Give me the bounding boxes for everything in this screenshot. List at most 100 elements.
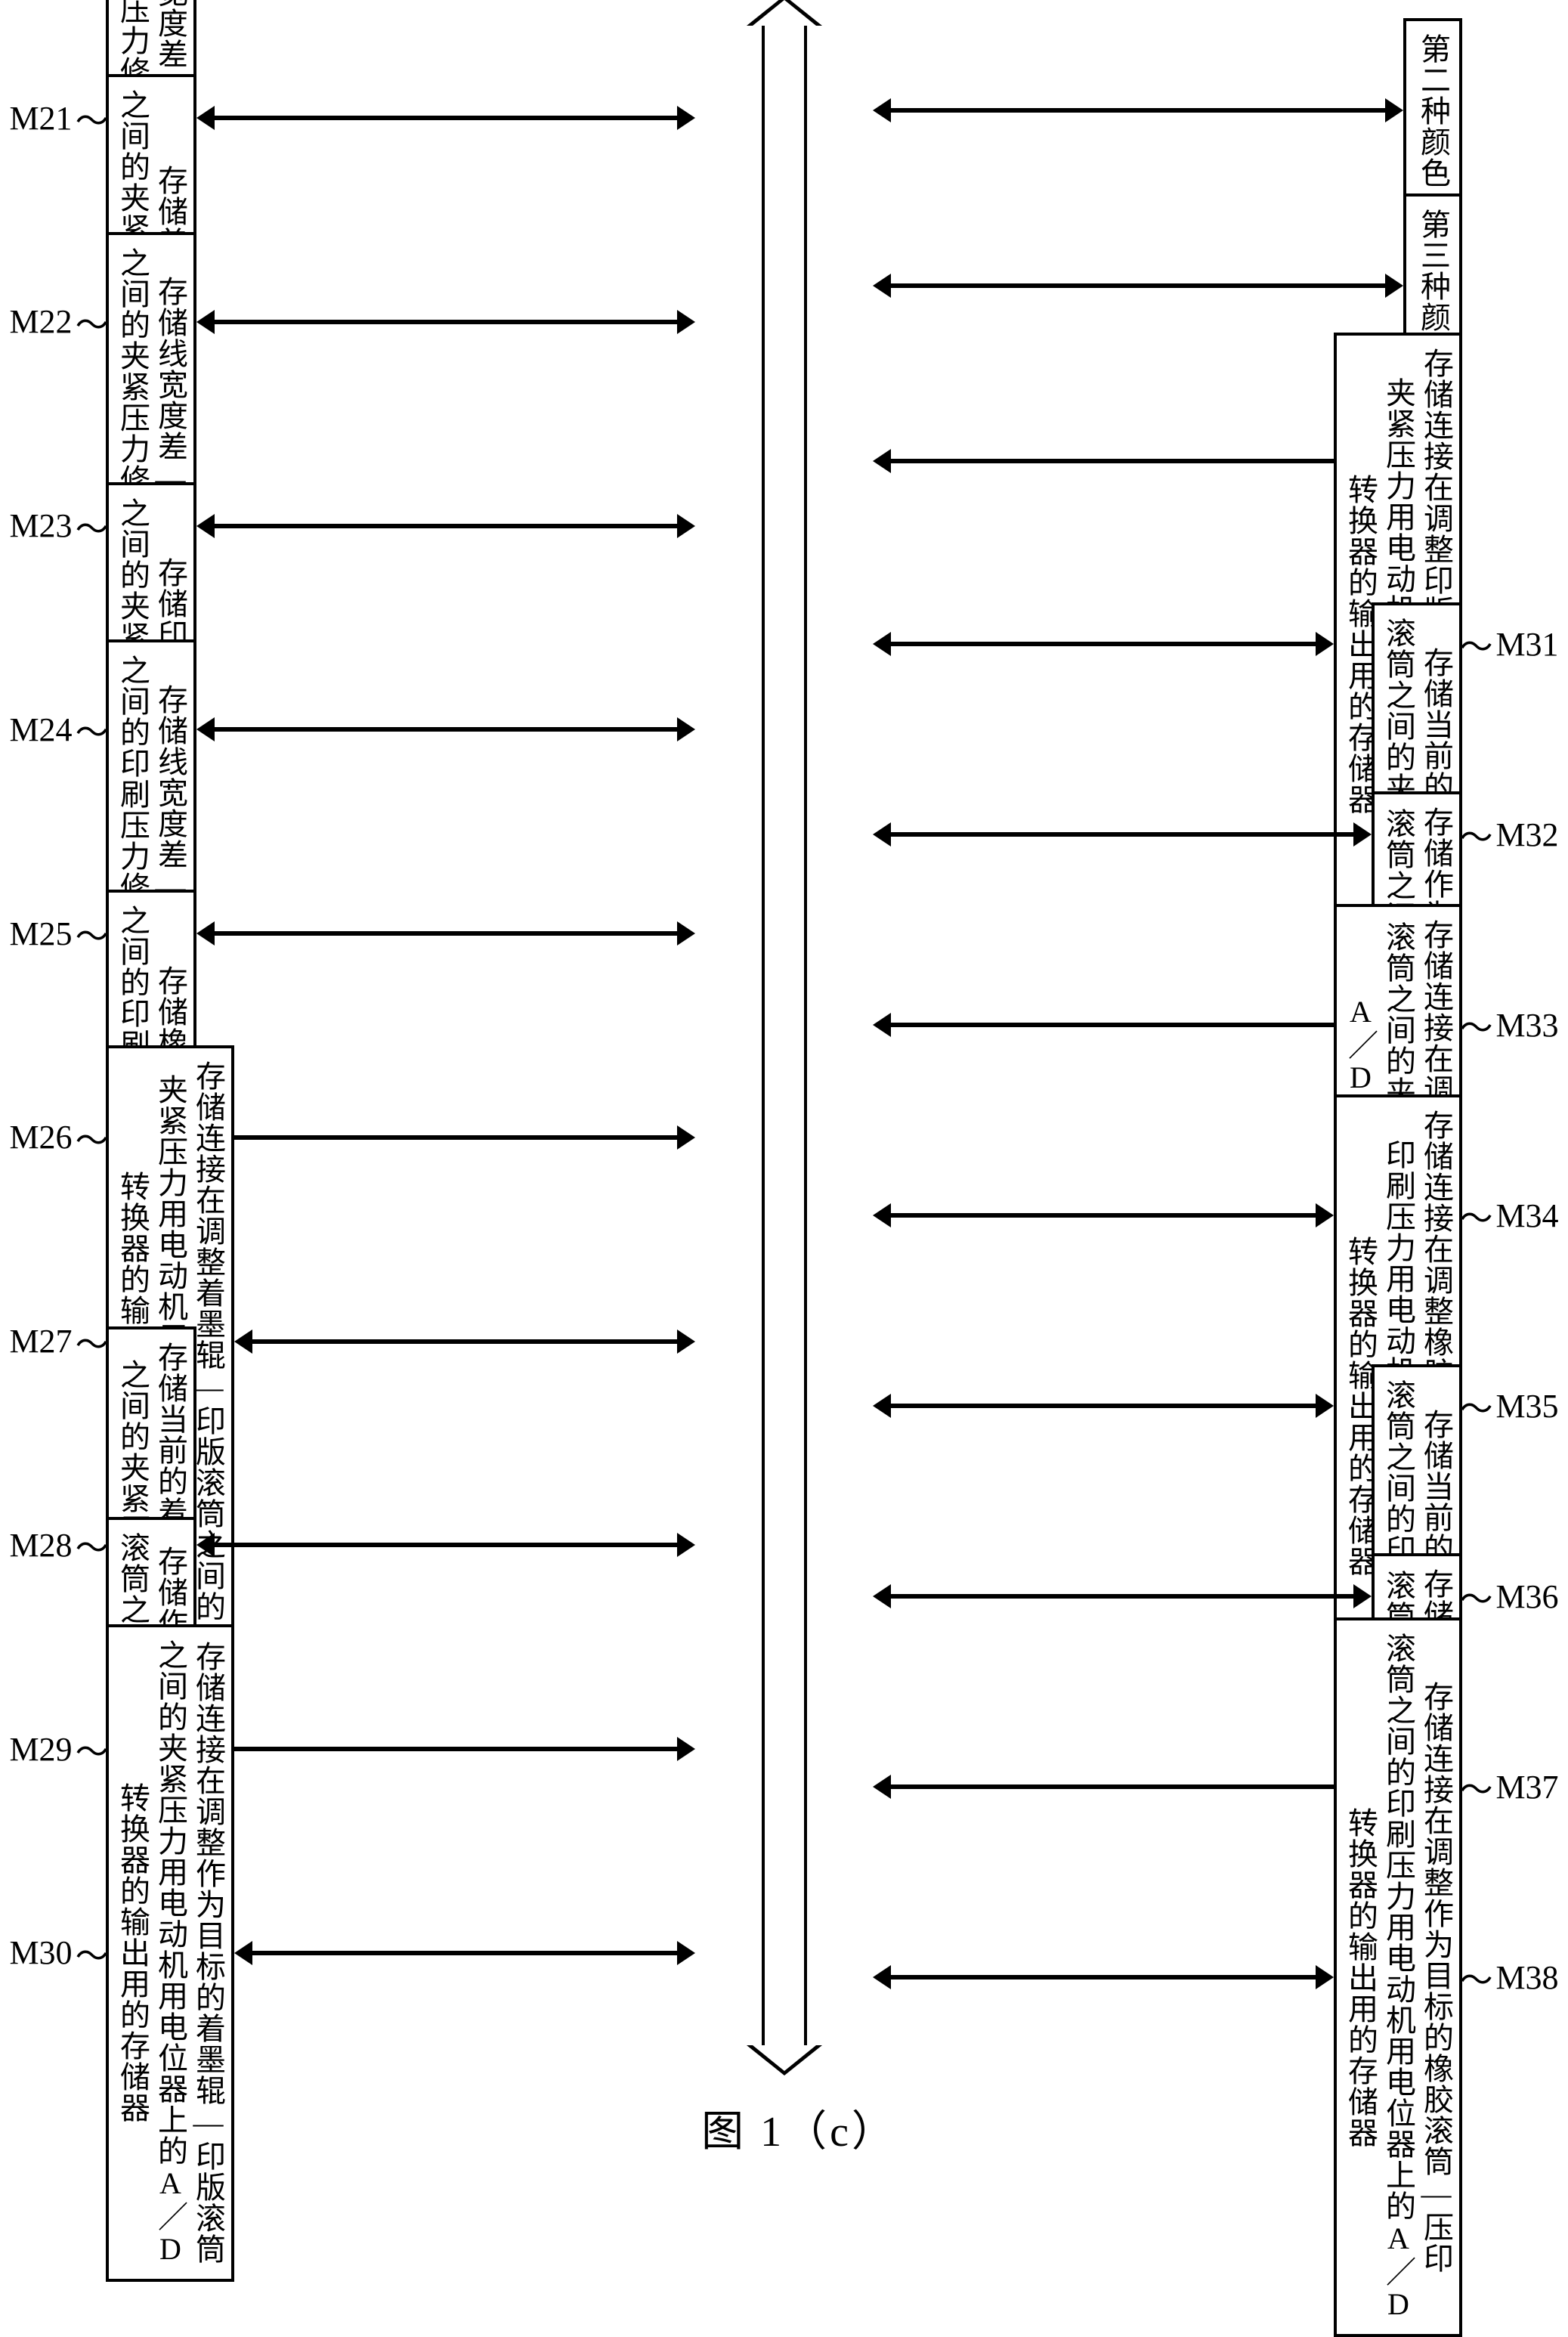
connector-shaft <box>891 1784 1353 1789</box>
reference-label: M22〜 <box>15 298 106 346</box>
reference-text: M25 <box>9 915 72 953</box>
connector-shaft <box>215 1135 677 1140</box>
memory-box: 第二种颜色 <box>1403 18 1462 203</box>
connector <box>873 107 1403 113</box>
reference-text: M31 <box>1495 625 1558 664</box>
connector-shaft <box>215 524 677 528</box>
tilde-icon: 〜 <box>1456 1953 1495 2001</box>
reference-text: M23 <box>9 506 72 545</box>
arrow-right-icon <box>677 1737 695 1761</box>
connector <box>873 1974 1334 1980</box>
memory-box: 存储连接在调整作为目标的着墨辊—印版滚筒 之间的夹紧压力用电动机用电位器上的A／… <box>106 1624 234 2282</box>
arrow-right-icon <box>677 1941 695 1965</box>
reference-text: M28 <box>9 1526 72 1565</box>
connector-shaft <box>215 931 677 936</box>
arrow-left-icon <box>873 1775 891 1799</box>
right-column: 第二种颜色第三种颜色第四种颜色存储连接在调整印版滚筒—橡胶滚筒之间的 夹紧压力用… <box>873 23 1553 2048</box>
connector <box>873 1022 1372 1028</box>
memory-box-text: 存储连接在调整作为目标的着墨辊—印版滚筒 之间的夹紧压力用电动机用电位器上的A／… <box>109 1627 231 2279</box>
connector-shaft <box>891 1023 1353 1027</box>
reference-label: M29〜 <box>15 1725 106 1773</box>
connector <box>873 1784 1372 1790</box>
arrow-left-icon <box>873 1965 891 1989</box>
reference-text: M26 <box>9 1118 72 1156</box>
connector <box>234 1950 695 1956</box>
arrow-right-icon <box>677 106 695 130</box>
connector <box>196 1542 695 1548</box>
connector-shaft <box>215 727 677 732</box>
arrow-right-icon <box>677 717 695 741</box>
reference-text: M27 <box>9 1322 72 1360</box>
connector <box>196 726 695 732</box>
connector-shaft <box>891 1975 1316 1979</box>
arrow-left-icon <box>196 1533 215 1557</box>
connector <box>234 1339 695 1345</box>
figure-page: M21〜存储线宽度差—着墨辊与印版滚筒 之间的夹紧压力修正量变换表用的存储器M2… <box>0 0 1568 2166</box>
bus-arrow-up-icon <box>747 0 822 26</box>
left-column: M21〜存储线宽度差—着墨辊与印版滚筒 之间的夹紧压力修正量变换表用的存储器M2… <box>15 23 695 2048</box>
reference-label: 〜M32 <box>1462 810 1553 859</box>
bus-arrow-down-icon <box>747 2045 822 2075</box>
reference-text: M24 <box>9 710 72 749</box>
reference-label: 〜M37 <box>1462 1763 1553 1811</box>
connector <box>196 1134 695 1141</box>
arrow-right-icon <box>1316 632 1334 656</box>
reference-text: M21 <box>9 99 72 138</box>
connector-shaft <box>891 108 1385 113</box>
connector-shaft <box>215 1747 677 1751</box>
connector-shaft <box>891 642 1316 646</box>
arrow-left-icon <box>234 1941 252 1965</box>
tilde-icon: 〜 <box>1456 1191 1495 1240</box>
connector <box>873 283 1403 289</box>
memory-box-text: 第二种颜色 <box>1409 21 1456 200</box>
arrow-right-icon <box>1316 1394 1334 1418</box>
reference-text: M35 <box>1495 1387 1558 1425</box>
right-row-color: 第二种颜色 <box>873 23 1553 198</box>
connector <box>196 1746 695 1752</box>
arrow-right-icon <box>677 1533 695 1557</box>
arrow-right-icon <box>1316 1203 1334 1227</box>
arrow-left-icon <box>873 1013 891 1037</box>
connector <box>196 115 695 121</box>
arrow-left-icon <box>873 1394 891 1418</box>
arrow-right-icon <box>1385 98 1403 122</box>
reference-label: M23〜 <box>15 502 106 550</box>
memory-box-text: 存储连接在调整作为目标的橡胶滚筒—压印 滚筒之间的印刷压力用电动机用电位器上的A… <box>1337 1620 1459 2334</box>
reference-text: M29 <box>9 1730 72 1769</box>
connector-shaft <box>891 1404 1316 1408</box>
reference-label: 〜M31 <box>1462 620 1553 668</box>
arrow-left-icon <box>873 274 891 298</box>
arrow-left-icon <box>196 921 215 946</box>
arrow-right-icon <box>677 1125 695 1150</box>
memory-box: 存储连接在调整作为目标的橡胶滚筒—压印 滚筒之间的印刷压力用电动机用电位器上的A… <box>1334 1617 1462 2337</box>
reference-text: M36 <box>1495 1577 1558 1616</box>
bus-bar <box>762 23 807 2048</box>
connector <box>196 930 695 936</box>
reference-text: M33 <box>1495 1006 1558 1045</box>
reference-text: M30 <box>9 1933 72 1972</box>
reference-label: 〜M38 <box>1462 1953 1553 2001</box>
arrow-left-icon <box>873 632 891 656</box>
connector-shaft <box>215 320 677 324</box>
bus-column <box>695 23 873 2048</box>
arrow-left-icon <box>873 1203 891 1227</box>
reference-label: M25〜 <box>15 909 106 958</box>
reference-label: M27〜 <box>15 1317 106 1366</box>
reference-label: 〜M33 <box>1462 1001 1553 1049</box>
reference-label: 〜M34 <box>1462 1191 1553 1240</box>
connector <box>196 319 695 325</box>
tilde-icon: 〜 <box>1456 1763 1495 1811</box>
arrow-right-icon <box>677 310 695 334</box>
tilde-icon: 〜 <box>1456 620 1495 668</box>
reference-text: M32 <box>1495 816 1558 854</box>
arrow-left-icon <box>873 1584 891 1608</box>
connector <box>873 641 1334 647</box>
connector-shaft <box>891 832 1353 837</box>
arrow-left-icon <box>196 106 215 130</box>
reference-label: M26〜 <box>15 1113 106 1162</box>
reference-text: M37 <box>1495 1768 1558 1806</box>
arrow-left-icon <box>196 310 215 334</box>
arrow-left-icon <box>873 98 891 122</box>
connector-shaft <box>252 1951 677 1955</box>
tilde-icon: 〜 <box>1456 1382 1495 1430</box>
